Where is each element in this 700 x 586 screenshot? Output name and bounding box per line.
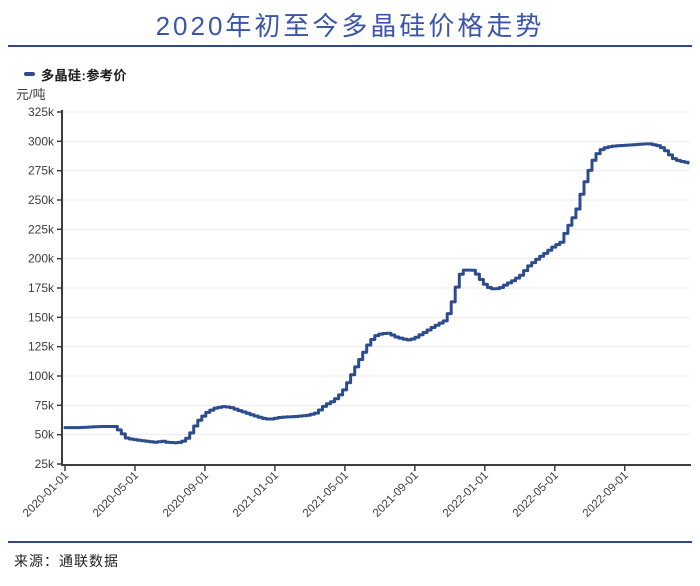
x-axis-tick-label: 2021-01-01 xyxy=(231,470,281,520)
y-axis-tick-label: 275k xyxy=(28,164,55,178)
y-axis-tick-label: 25k xyxy=(35,457,55,471)
series-polysilicon-price-line xyxy=(63,142,690,445)
y-axis-tick-label: 50k xyxy=(35,428,55,442)
y-axis-tick-label: 100k xyxy=(28,369,55,383)
y-axis-tick-label: 125k xyxy=(28,340,55,354)
y-axis-tick-label: 325k xyxy=(28,105,55,119)
y-axis-tick-label: 225k xyxy=(28,222,55,236)
x-axis-tick-label: 2020-01-01 xyxy=(21,470,71,520)
y-axis-tick-label: 200k xyxy=(28,252,55,266)
series-line-marker-icon xyxy=(24,72,35,76)
x-axis-tick-label: 2021-09-01 xyxy=(371,470,421,520)
x-axis-tick-label: 2022-01-01 xyxy=(441,470,491,520)
y-axis-tick-label: 250k xyxy=(28,193,55,207)
x-axis-tick-label: 2020-05-01 xyxy=(91,470,141,520)
y-axis-tick-label: 300k xyxy=(28,134,55,148)
y-axis-tick-label: 75k xyxy=(35,398,55,412)
y-axis-tick-label: 150k xyxy=(28,310,55,324)
title-divider xyxy=(8,45,692,47)
y-axis-unit-label: 元/吨 xyxy=(16,87,46,102)
x-axis-tick-label: 2021-05-01 xyxy=(301,470,351,520)
x-axis-tick-label: 2022-05-01 xyxy=(511,470,561,520)
footer-divider xyxy=(8,541,692,543)
y-axis-tick-label: 175k xyxy=(28,281,55,295)
x-axis-tick-label: 2020-09-01 xyxy=(161,470,211,520)
source-label: 来源：通联数据 xyxy=(14,553,119,569)
page-title: 2020年初至今多晶硅价格走势 xyxy=(155,11,545,41)
x-axis-tick-label: 2022-09-01 xyxy=(581,470,631,520)
legend: 多晶硅:参考价 xyxy=(24,66,127,83)
legend-series-label: 多晶硅:参考价 xyxy=(41,67,127,83)
